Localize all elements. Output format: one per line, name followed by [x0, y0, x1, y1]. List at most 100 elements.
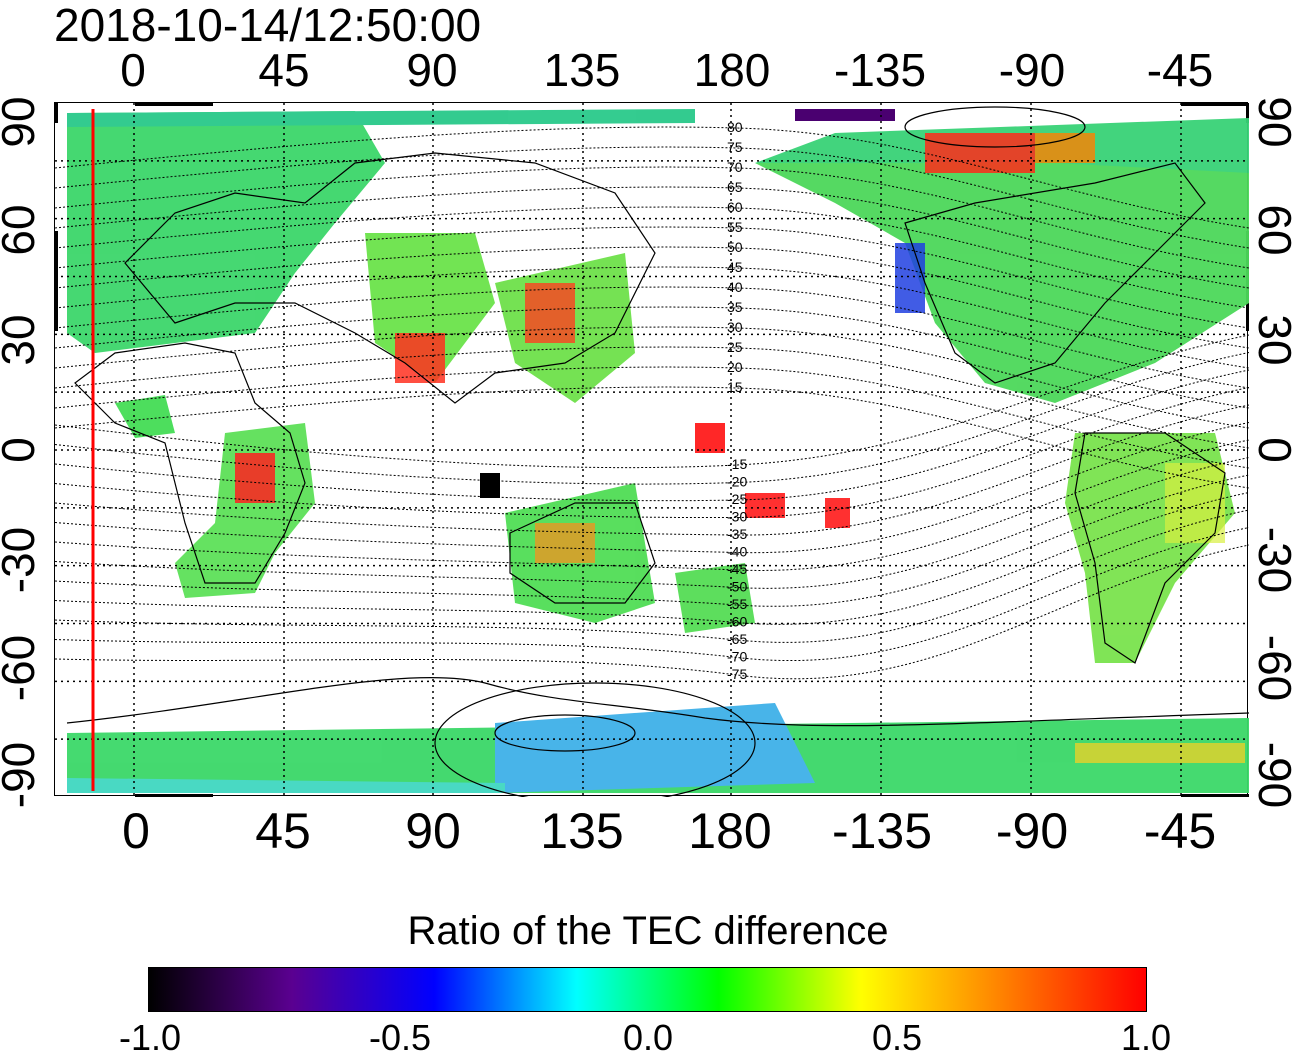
hotspot [895, 243, 925, 313]
lon-tick-top: 45 [258, 44, 310, 96]
lat-tick-left: -90 [0, 741, 44, 809]
mlat-contour [55, 306, 1249, 409]
mlat-label: -70 [727, 649, 747, 665]
tec-map-canvas: 80 75 70 65 60 55 50 45 40 35 30 25 20 15 -15 -20-25 -30… [55, 103, 1249, 797]
mlat-contours [55, 126, 1249, 680]
frame-tick-bar [1246, 103, 1249, 123]
tec-hotspots [235, 109, 1245, 763]
lon-tick-bottom: 135 [540, 803, 624, 859]
colorbar-tick: -1.0 [118, 1017, 182, 1058]
lon-tick-bottom: -45 [1143, 803, 1217, 859]
mlat-label: 65 [727, 179, 743, 195]
aurora-oval-south [494, 714, 636, 752]
data-region-africa-west [115, 395, 175, 438]
colorbar-title: Ratio of the TEC difference [407, 909, 889, 953]
mlat-contour [55, 492, 1249, 625]
lat-tick-right: -30 [1249, 526, 1296, 594]
lat-tick-left: 30 [0, 314, 44, 366]
mlat-contour [55, 226, 1249, 329]
coast-north-america [904, 162, 1206, 384]
colorbar-tick: -0.5 [368, 1017, 432, 1058]
mlat-label: 50 [727, 239, 743, 255]
mlat-label: -30 [727, 509, 747, 525]
mlat-contour [55, 146, 1249, 249]
mlat-label: 55 [727, 219, 743, 235]
coast-africa [74, 342, 306, 584]
colorbar-tick: 0.0 [622, 1017, 674, 1058]
colorbar [148, 967, 1147, 1012]
mlat-label: 15 [727, 379, 743, 395]
mlat-contour [55, 457, 1249, 589]
frame-tick-bar [55, 231, 58, 331]
lon-tick-top: -90 [998, 44, 1066, 96]
hotspot [1165, 463, 1225, 543]
aurora-oval-south-outer [434, 682, 756, 797]
lon-tick-top: 90 [406, 44, 458, 96]
mlat-label: -55 [727, 596, 747, 612]
hotspot [825, 498, 850, 528]
lon-tick-top: -45 [1146, 44, 1214, 96]
lon-tick-bottom: -135 [831, 803, 933, 859]
data-region-north-america [755, 123, 1249, 403]
lat-tick-right: 60 [1249, 204, 1296, 256]
lon-tick-bottom: 45 [255, 803, 311, 859]
mlat-contour [55, 404, 1249, 536]
mlat-label: 25 [727, 339, 743, 355]
mlat-contour [55, 527, 1249, 662]
mlat-label: 30 [727, 319, 743, 335]
mlat-contour [55, 439, 1249, 571]
aurora-oval-north [904, 106, 1086, 148]
mlat-label: -45 [727, 561, 747, 577]
coast-antarctica [66, 676, 1249, 727]
lon-tick-bottom: 180 [688, 803, 772, 859]
mlat-contour [55, 246, 1249, 349]
hotspot [525, 283, 575, 343]
mlat-contour [55, 366, 1249, 469]
timestamp: 2018-10-14/12:50:00 [54, 0, 482, 51]
lat-tick-right: 30 [1249, 314, 1296, 366]
frame-tick-bar [1181, 103, 1249, 106]
coastlines [66, 106, 1249, 797]
mlat-contour [55, 474, 1249, 607]
mlat-contour [55, 352, 1249, 485]
lat-tick-left: -60 [0, 634, 44, 702]
lon-tick-bottom: -90 [995, 803, 1069, 859]
mlat-contour [55, 509, 1249, 643]
hotspot [235, 453, 275, 503]
hotspot [925, 133, 1035, 173]
mlat-contour [55, 346, 1249, 449]
hotspot [695, 423, 725, 453]
lat-tick-right: -60 [1249, 634, 1296, 702]
mlat-contour [55, 422, 1249, 554]
mlat-label: 60 [727, 199, 743, 215]
mlat-labels: 80 75 70 65 60 55 50 45 40 35 30 25 20 15 -15 -20-25 -30… [727, 119, 747, 682]
mlat-contour [55, 386, 1249, 489]
mlat-contour [55, 369, 1249, 502]
coast-australia [509, 502, 656, 604]
mlat-label: 35 [727, 299, 743, 315]
frame-tick-bar [55, 103, 58, 123]
data-region-antarctica-cyan [67, 778, 505, 793]
lat-tick-right: 0 [1249, 437, 1296, 463]
mlat-contour [55, 326, 1249, 429]
lon-tick-top: 135 [543, 44, 621, 96]
mlat-contour [55, 126, 1249, 229]
mlat-contour [55, 387, 1249, 519]
data-region-antarctica-blue [495, 703, 815, 793]
colorbar-tick: 0.5 [871, 1017, 923, 1058]
lon-tick-top: 0 [120, 44, 146, 96]
colorbar-tick: 1.0 [1120, 1017, 1172, 1058]
lon-tick-top: 180 [693, 44, 771, 96]
tec-map: 80 75 70 65 60 55 50 45 40 35 30 25 20 15 -15 -20 -25 -30… [54, 102, 1249, 797]
mlat-label: 70 [727, 159, 743, 175]
mlat-label: 80 [727, 119, 743, 135]
lat-tick-left: 0 [0, 437, 44, 463]
data-region-new-zealand [675, 563, 755, 633]
mlat-contour [55, 334, 1249, 469]
hotspot [480, 473, 500, 498]
mlat-label: 45 [727, 259, 743, 275]
lon-tick-bottom: 0 [122, 803, 150, 859]
mlat-label: 40 [727, 279, 743, 295]
lat-tick-left: -30 [0, 526, 44, 594]
lon-tick-bottom: 90 [405, 803, 461, 859]
